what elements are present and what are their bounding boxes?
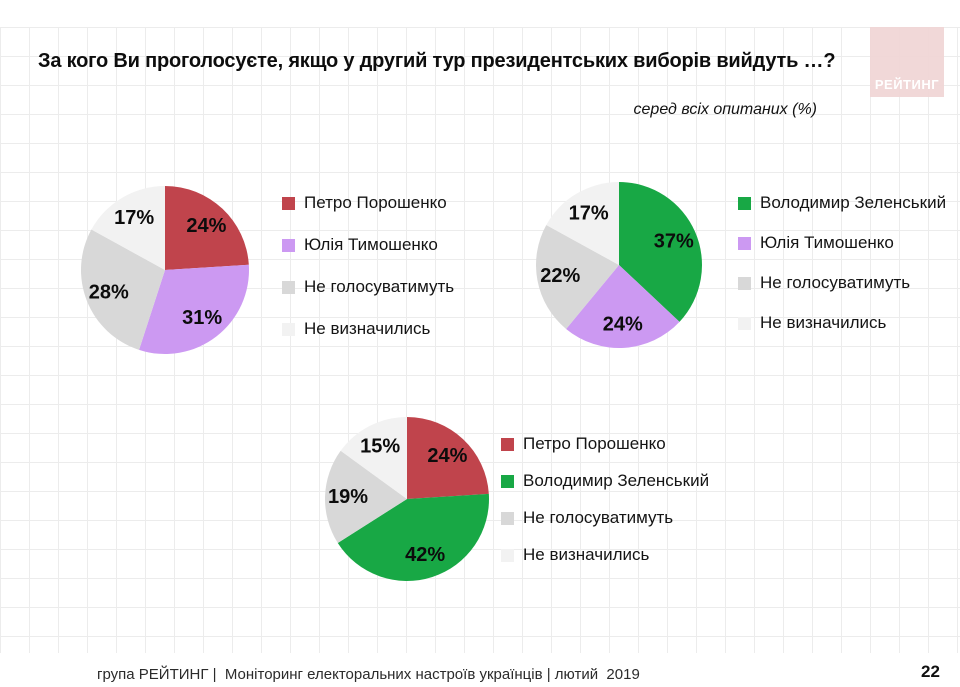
pie-slice-label: 24% (186, 215, 226, 237)
rating-logo: РЕЙТИНГ (870, 27, 944, 97)
pie-slice-label: 37% (654, 230, 694, 252)
pie-svg: 24% 42% 19% 15% (325, 417, 490, 581)
legend-label: Не визначились (304, 319, 431, 338)
page-number: 22 (921, 662, 940, 681)
pie-svg: 24% 31% 28% 17% (80, 186, 249, 355)
pie-slice-label: 22% (540, 265, 580, 287)
legend-item: Не голосуватимуть (282, 276, 454, 298)
legend-color-swatch (738, 236, 751, 250)
legend-color-swatch (738, 196, 751, 210)
legend-label: Не визначились (523, 545, 650, 564)
pie-slice (566, 265, 680, 348)
pie-slice-label: 24% (603, 314, 643, 336)
legend-color-swatch (738, 276, 751, 290)
pie-slice-label: 42% (405, 544, 445, 566)
footer-source-text: група РЕЙТИНГ | Моніторинг електоральних… (97, 666, 640, 683)
legend-color-swatch (738, 316, 751, 330)
pie-slice-label: 19% (328, 486, 368, 508)
legend-label: Юлія Тимошенко (760, 233, 894, 252)
pie-slice (619, 182, 702, 322)
rating-logo-text: РЕЙТИНГ (874, 77, 940, 92)
legend-item: Володимир Зеленський (501, 470, 709, 492)
legend-color-swatch (282, 280, 295, 294)
pie-slice (91, 186, 165, 270)
pie-slice (407, 417, 489, 499)
legend-item: Петро Порошенко (501, 433, 709, 455)
slide-subtitle: серед всіх опитаних (%) (633, 101, 817, 118)
legend-label: Петро Порошенко (523, 434, 666, 453)
pie-slice-label: 17% (114, 207, 154, 229)
legend-label: Юлія Тимошенко (304, 235, 438, 254)
pie-slice (80, 229, 165, 350)
legend-color-swatch (501, 474, 514, 488)
pie-slice (340, 417, 407, 499)
legend-label: Не голосуватимуть (304, 277, 455, 296)
legend-color-swatch (501, 437, 514, 451)
pie-svg: 37% 24% 22% 17% (536, 182, 702, 348)
legend-label: Не голосуватимуть (523, 508, 674, 527)
legend-color-swatch (282, 238, 295, 252)
legend-label: Не визначились (760, 313, 887, 332)
legend-item: Не визначились (282, 318, 454, 340)
legend-label: Петро Порошенко (304, 193, 447, 212)
legend-item: Не визначились (738, 312, 946, 334)
pie-slice-label: 28% (89, 281, 129, 303)
pie-slice (536, 225, 619, 329)
legend-label: Володимир Зеленський (760, 193, 947, 212)
pie-slice (325, 450, 407, 543)
legend-item: Петро Порошенко (282, 192, 454, 214)
legend-color-swatch (282, 196, 295, 210)
pie-slice-label: 17% (569, 203, 609, 225)
legend-label: Володимир Зеленський (523, 471, 710, 490)
legend-color-swatch (282, 322, 295, 336)
legend-item: Не голосуватимуть (501, 507, 709, 529)
pie-slice (337, 493, 490, 581)
legend-item: Юлія Тимошенко (738, 232, 946, 254)
legend-item: Не визначились (501, 544, 709, 566)
legend-color-swatch (501, 511, 514, 525)
legend-color-swatch (501, 548, 514, 562)
legend-item: Юлія Тимошенко (282, 234, 454, 256)
pie-slice-label: 15% (360, 435, 400, 457)
slide-title: За кого Ви проголосуєте, якщо у другий т… (38, 50, 836, 72)
legend-item: Не голосуватимуть (738, 272, 946, 294)
legend-label: Не голосуватимуть (760, 273, 911, 292)
pie-slice-label: 31% (182, 307, 222, 329)
pie-slice (165, 186, 249, 270)
pie-legend: Петро Порошенко Юлія Тимошенко Не голосува… (282, 192, 454, 360)
pie-legend: Петро Порошенко Володимир Зеленський Не го… (501, 433, 709, 581)
pie-slice (139, 264, 249, 355)
legend-item: Володимир Зеленський (738, 192, 946, 214)
pie-slice-label: 24% (427, 445, 467, 467)
pie-slice (546, 182, 619, 265)
pie-legend: Володимир Зеленський Юлія Тимошенко Не гол… (738, 192, 946, 352)
